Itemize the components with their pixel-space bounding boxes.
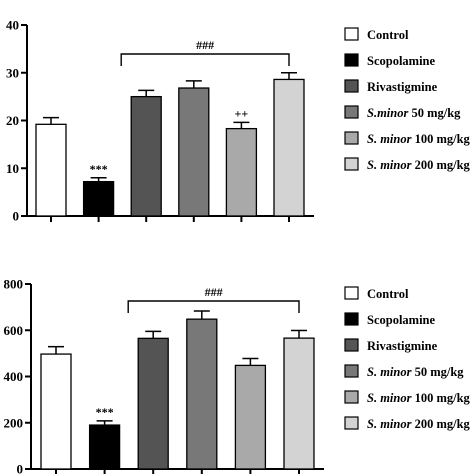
bar bbox=[137, 337, 169, 470]
bar bbox=[82, 180, 115, 217]
legend-label: S. minor 200 mg/kg bbox=[367, 417, 471, 431]
bar bbox=[273, 78, 305, 217]
legend-swatch bbox=[344, 416, 359, 430]
legend-swatch bbox=[344, 390, 359, 404]
legend-swatch bbox=[344, 286, 359, 300]
significance-label: *** bbox=[90, 162, 108, 176]
legend-swatch bbox=[344, 312, 359, 326]
y-tick-label: 10 bbox=[6, 161, 19, 176]
legend-label-text: Rivastigmine bbox=[367, 80, 438, 94]
significance-bracket bbox=[120, 53, 290, 66]
legend-label-italic: S. minor bbox=[367, 365, 412, 379]
bar bbox=[283, 337, 315, 470]
bar bbox=[88, 424, 121, 470]
legend-swatch bbox=[344, 338, 359, 352]
legend-label: S. minor 50 mg/kg bbox=[367, 365, 464, 379]
chart-panel-2: 0 200 400 600 800 *** ### Control Scopolamine Riv… bbox=[4, 277, 471, 474]
y-tick-label: 40 bbox=[6, 18, 19, 33]
significance-label: *** bbox=[96, 405, 114, 419]
legend-swatch bbox=[344, 27, 359, 41]
legend-swatch bbox=[344, 105, 359, 119]
legend-label-text: Control bbox=[367, 287, 409, 301]
legend-label-italic: S.minor bbox=[367, 106, 408, 120]
legend-label: Rivastigmine bbox=[367, 339, 438, 353]
legend-label: S. minor 100 mg/kg bbox=[367, 132, 471, 146]
legend-label-italic: S. minor bbox=[367, 158, 412, 172]
y-tick-label: 0 bbox=[13, 209, 20, 224]
significance-label: ++ bbox=[235, 106, 249, 120]
legend-label-text: 50 mg/kg bbox=[408, 106, 461, 120]
y-tick-label: 20 bbox=[6, 113, 19, 128]
chart-panel-1: 0 10 20 30 40 *** ++ ### Control Scopolamine Rivas… bbox=[6, 18, 471, 224]
legend-swatch bbox=[344, 364, 359, 378]
bar bbox=[130, 95, 162, 217]
legend-swatch bbox=[344, 53, 359, 67]
bracket-label: ### bbox=[196, 38, 214, 52]
legend-label-text: Rivastigmine bbox=[367, 339, 438, 353]
y-tick-label: 400 bbox=[4, 369, 24, 384]
legend-label: Control bbox=[367, 28, 409, 42]
legend-swatch bbox=[344, 131, 359, 145]
legend-label-text: Scopolamine bbox=[367, 54, 436, 68]
legend-label-text: 100 mg/kg bbox=[411, 391, 470, 405]
significance-bracket bbox=[127, 300, 300, 313]
y-tick-label: 200 bbox=[4, 415, 24, 430]
legend-label-text: Scopolamine bbox=[367, 313, 436, 327]
bracket-label: ### bbox=[205, 285, 223, 299]
legend-swatch bbox=[344, 79, 359, 93]
y-tick-label: 600 bbox=[4, 323, 24, 338]
y-tick-label: 30 bbox=[6, 65, 19, 80]
legend-label-italic: S. minor bbox=[367, 417, 412, 431]
legend-label: Scopolamine bbox=[367, 54, 436, 68]
legend-label: Control bbox=[367, 287, 409, 301]
legend-label-text: Control bbox=[367, 28, 409, 42]
legend-label: S. minor 200 mg/kg bbox=[367, 158, 471, 172]
bar bbox=[178, 87, 210, 217]
bar bbox=[234, 364, 267, 470]
y-tick-label: 800 bbox=[4, 277, 24, 292]
legend-label-italic: S. minor bbox=[367, 132, 412, 146]
y-tick-label: 0 bbox=[17, 462, 24, 474]
legend-label-italic: S. minor bbox=[367, 391, 412, 405]
legend-label: S. minor 100 mg/kg bbox=[367, 391, 471, 405]
bar bbox=[35, 123, 67, 217]
legend-label-text: 200 mg/kg bbox=[411, 417, 470, 431]
legend-label: Rivastigmine bbox=[367, 80, 438, 94]
legend-swatch bbox=[344, 157, 359, 171]
bar bbox=[225, 127, 258, 217]
bar bbox=[186, 318, 218, 470]
legend-label-text: 100 mg/kg bbox=[411, 132, 470, 146]
legend-label-text: 50 mg/kg bbox=[411, 365, 464, 379]
legend-label-text: 200 mg/kg bbox=[411, 158, 470, 172]
legend-label: Scopolamine bbox=[367, 313, 436, 327]
bar bbox=[40, 353, 72, 470]
legend-label: S.minor 50 mg/kg bbox=[367, 106, 461, 120]
